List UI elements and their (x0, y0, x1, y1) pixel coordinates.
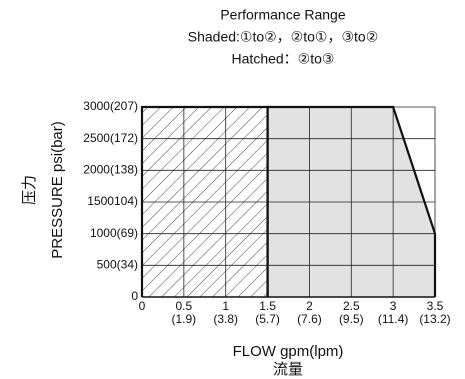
chart-subtitle: Shaded:①to②，②to①，③to② (188, 29, 379, 45)
y-tick-label: 3000(207) (83, 99, 138, 113)
y-tick-label: 0 (131, 289, 138, 303)
y-tick-label: 500(34) (97, 258, 138, 272)
x-axis-label-cn: 流量 (273, 361, 303, 378)
x-tick-sublabel: (7.6) (297, 312, 322, 326)
chart-subtitle: Hatched：②to③ (232, 51, 335, 67)
x-tick-sublabel: (5.7) (255, 312, 280, 326)
x-tick-label: 3.5 (427, 299, 444, 313)
y-tick-label: 2500(172) (83, 131, 138, 145)
y-axis-label: PRESSURE psi(bar) (49, 121, 66, 259)
x-tick-sublabel: (13.2) (419, 312, 450, 326)
x-tick-label: 2 (306, 299, 313, 313)
x-tick-sublabel: (9.5) (339, 312, 364, 326)
y-tick-label: 1500104) (87, 194, 138, 208)
x-tick-label: 3 (390, 299, 397, 313)
x-tick-label: 1.5 (259, 299, 276, 313)
x-tick-label: 2.5 (343, 299, 360, 313)
x-tick-sublabel: (11.4) (378, 312, 408, 326)
x-tick-label: 0 (139, 299, 146, 313)
y-tick-label: 2000(138) (83, 163, 138, 177)
x-tick-label: 1 (222, 299, 229, 313)
x-tick-sublabel: (1.9) (172, 312, 197, 326)
x-tick-sublabel: (3.8) (213, 312, 238, 326)
chart-title: Performance Range (220, 7, 346, 23)
x-axis-label: FLOW gpm(lpm) (233, 343, 344, 360)
y-tick-label: 1000(69) (90, 226, 138, 240)
y-axis-label-cn: 压力 (21, 175, 38, 205)
x-tick-label: 0.5 (176, 299, 193, 313)
